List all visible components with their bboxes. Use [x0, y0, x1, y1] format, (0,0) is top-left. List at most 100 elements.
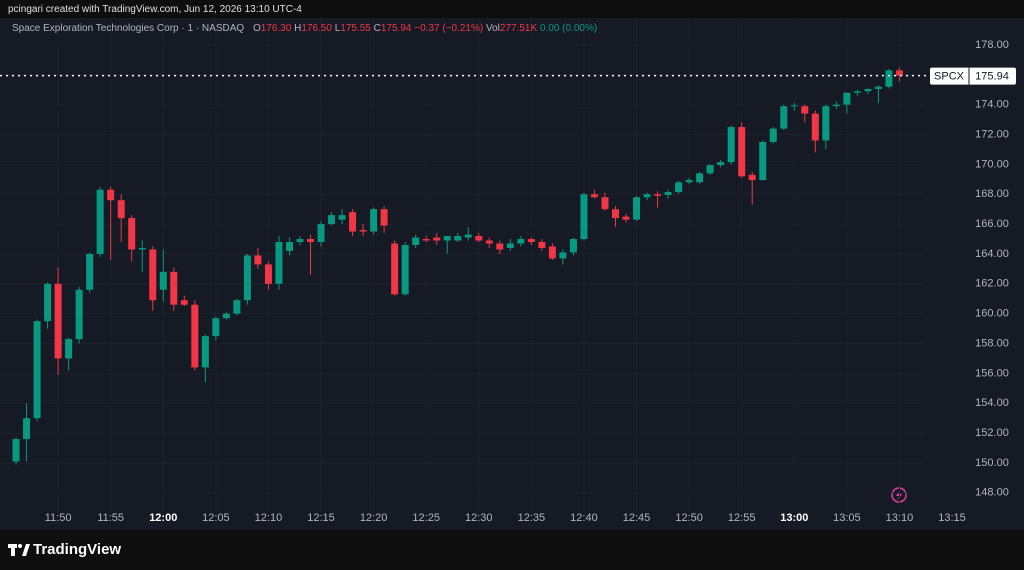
candle-body	[338, 215, 346, 220]
change: −0.37 (−0.21%)	[414, 23, 484, 34]
candle-body	[433, 237, 441, 241]
candle-body	[107, 189, 115, 201]
candle-body	[496, 243, 504, 250]
candle-body	[527, 239, 535, 243]
candle-body	[853, 91, 861, 93]
candle-body	[517, 239, 525, 244]
extended-change: 0.00 (0.00%)	[539, 23, 598, 34]
candle-body	[464, 234, 472, 238]
candle-body	[885, 70, 893, 87]
x-tick-label: 12:00	[149, 512, 177, 524]
low-label: L	[334, 23, 341, 34]
candle-body	[895, 70, 903, 76]
candle-body	[696, 173, 704, 183]
candle-body	[307, 239, 315, 243]
candle-body	[159, 271, 167, 290]
y-tick-label: 156.00	[975, 367, 1009, 379]
close-label: C	[373, 23, 381, 34]
high-label: H	[294, 23, 302, 34]
x-tick-label: 11:50	[45, 512, 72, 524]
volume-label: Vol	[485, 23, 500, 34]
candle-body	[538, 242, 546, 248]
candle-body	[380, 209, 388, 226]
candle-body	[780, 106, 788, 129]
y-tick-label: 162.00	[975, 278, 1009, 290]
close-value: 175.94	[380, 23, 412, 34]
candle-body	[654, 194, 662, 196]
candle-body	[548, 246, 556, 259]
candle-body	[454, 236, 462, 241]
x-tick-label: 11:55	[97, 512, 124, 524]
candle-body	[590, 194, 598, 198]
open-label: O	[252, 23, 261, 34]
candle-body	[611, 209, 619, 219]
candle-body	[643, 194, 651, 198]
candle-body	[475, 236, 483, 241]
candle-body	[23, 418, 31, 440]
candle-body	[349, 212, 357, 232]
x-tick-label: 12:10	[255, 512, 283, 524]
candle-body	[874, 86, 882, 89]
open-value: 176.30	[260, 23, 292, 34]
candle-body	[328, 215, 336, 225]
candle-body	[685, 180, 693, 183]
low-value: 175.55	[340, 23, 371, 34]
candle-body	[201, 336, 209, 368]
tradingview-logo	[8, 544, 30, 556]
candle-body	[233, 300, 241, 314]
x-tick-label: 13:05	[833, 512, 861, 524]
high-value: 176.50	[301, 23, 332, 34]
candle-body	[569, 239, 577, 253]
candle-body	[801, 106, 809, 114]
candle-body	[748, 174, 756, 181]
candle-body	[401, 244, 409, 295]
candle-body	[86, 253, 94, 290]
candle-body	[96, 189, 104, 254]
candle-body	[128, 218, 136, 250]
candle-body	[12, 439, 20, 462]
brand-name: TradingView	[33, 541, 122, 558]
candle-body	[44, 283, 52, 322]
candle-body	[317, 224, 325, 243]
candle-body	[790, 105, 798, 107]
candle-body	[832, 104, 840, 107]
x-tick-label: 12:05	[202, 512, 230, 524]
candle-body	[864, 88, 872, 92]
candle-body	[706, 165, 714, 174]
candle-body	[117, 200, 125, 219]
y-tick-label: 174.00	[975, 99, 1009, 111]
candle-body	[843, 92, 851, 105]
candle-body	[759, 141, 767, 181]
candle-body	[601, 197, 609, 210]
x-tick-label: 13:15	[938, 512, 966, 524]
candle-body	[254, 255, 262, 265]
candle-body	[296, 239, 304, 243]
candle-body	[370, 209, 378, 232]
volume-value: 277.51K	[499, 23, 538, 34]
candle-body	[275, 242, 283, 284]
x-tick-label: 12:15	[307, 512, 335, 524]
candle-body	[359, 230, 367, 232]
candle-body	[717, 162, 725, 166]
candle-body	[285, 242, 293, 251]
candles	[12, 67, 903, 465]
candle-body	[506, 243, 514, 248]
candle-body	[212, 318, 220, 337]
candle-body	[633, 197, 641, 220]
candle-body	[54, 283, 62, 359]
x-tick-label: 12:45	[623, 512, 651, 524]
y-tick-label: 160.00	[975, 308, 1009, 320]
candle-body	[170, 271, 178, 305]
candle-body	[580, 194, 588, 240]
x-tick-label: 13:00	[780, 512, 808, 524]
y-tick-label: 148.00	[975, 487, 1009, 499]
x-tick-label: 12:55	[728, 512, 756, 524]
candle-body	[559, 252, 567, 259]
y-tick-label: 152.00	[975, 427, 1009, 439]
candle-body	[675, 182, 683, 192]
x-tick-label: 12:40	[570, 512, 598, 524]
symbol-line: Space Exploration Technologies Corp · 1 …	[12, 23, 597, 34]
candle-body	[811, 113, 819, 141]
credit-line: pcingari created with TradingView.com, J…	[8, 4, 302, 15]
